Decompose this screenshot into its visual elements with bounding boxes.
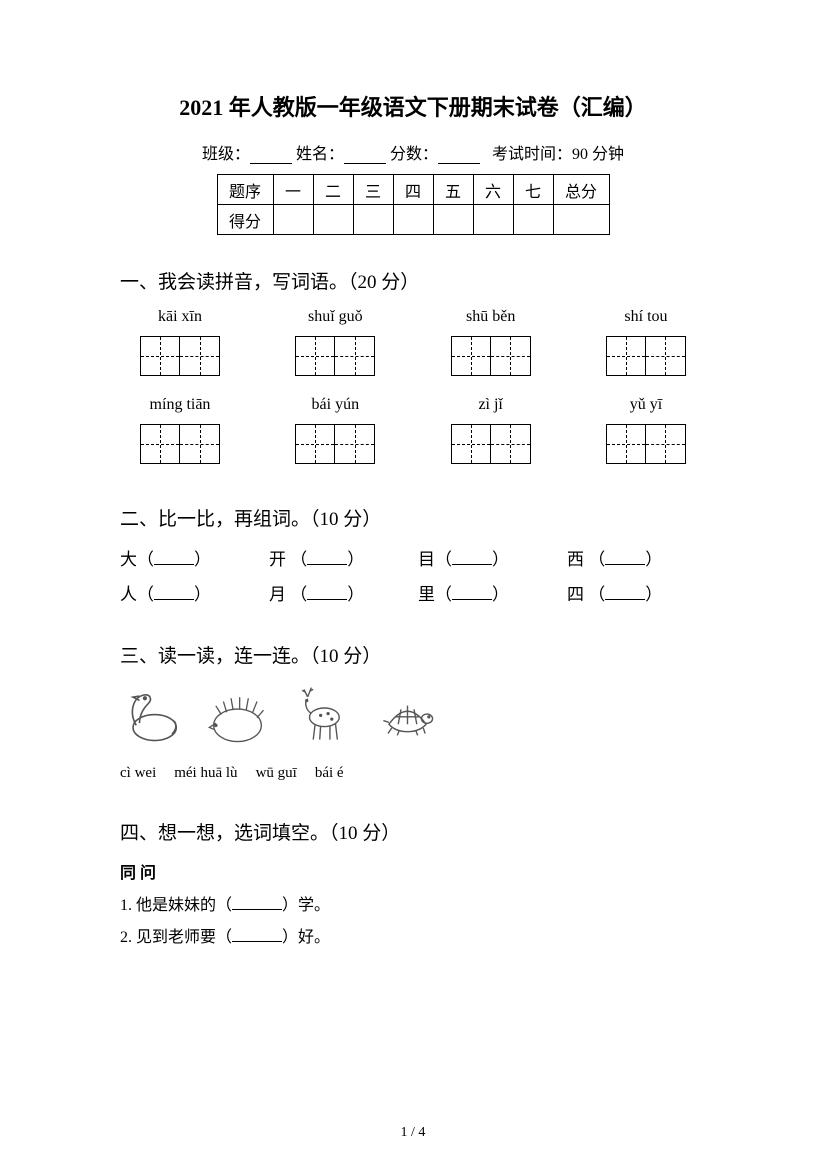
- section4-words: 同 问: [120, 859, 706, 883]
- animal-row: [120, 682, 706, 747]
- tianzige-box[interactable]: [491, 336, 531, 376]
- s2-item: 四 （）: [567, 580, 706, 605]
- meta-line: 班级： 姓名： 分数： 考试时间：90 分钟: [120, 140, 706, 164]
- answer-label: méi huā lù: [174, 765, 237, 782]
- s2-item: 开 （）: [269, 545, 408, 570]
- pinyin-label: bái yún: [275, 396, 395, 414]
- s2-item: 目（）: [418, 545, 557, 570]
- tianzige-box[interactable]: [140, 336, 180, 376]
- pinyin-label: míng tiān: [120, 396, 240, 414]
- s4-blank[interactable]: [232, 909, 282, 910]
- pinyin-label: shuǐ guǒ: [275, 308, 395, 326]
- name-blank[interactable]: [344, 148, 386, 164]
- section4-title: 四、想一想，选词填空。（10 分）: [120, 818, 706, 845]
- s4-blank[interactable]: [232, 941, 282, 942]
- deer-icon: [290, 682, 355, 747]
- section2-title: 二、比一比，再组词。（10 分）: [120, 504, 706, 531]
- s2-item: 月 （）: [269, 580, 408, 605]
- col-4: 四: [393, 175, 433, 205]
- tianzige-box[interactable]: [140, 424, 180, 464]
- tianzige-box[interactable]: [646, 424, 686, 464]
- pinyin-row-2-boxes: [120, 424, 706, 464]
- class-blank[interactable]: [250, 148, 292, 164]
- hedgehog-icon: [205, 682, 270, 747]
- score-cell[interactable]: [353, 205, 393, 235]
- tianzige-box[interactable]: [491, 424, 531, 464]
- section3-title: 三、读一读，连一连。（10 分）: [120, 641, 706, 668]
- s2-blank[interactable]: [154, 564, 194, 565]
- pinyin-label: kāi xīn: [120, 308, 240, 326]
- answer-label: cì wei: [120, 765, 156, 782]
- goose-icon: [120, 682, 185, 747]
- tianzige-box[interactable]: [646, 336, 686, 376]
- pinyin-answers: cì wei méi huā lù wū guī bái é: [120, 765, 706, 782]
- col-7: 七: [513, 175, 553, 205]
- page-title: 2021 年人教版一年级语文下册期末试卷（汇编）: [120, 90, 706, 122]
- col-1: 一: [273, 175, 313, 205]
- name-label: 姓名：: [296, 146, 344, 163]
- page-number: 1 / 4: [0, 1125, 826, 1141]
- tianzige-box[interactable]: [606, 424, 646, 464]
- s2-blank[interactable]: [452, 564, 492, 565]
- tianzige-box[interactable]: [295, 424, 335, 464]
- col-3: 三: [353, 175, 393, 205]
- s2-item: 大（）: [120, 545, 259, 570]
- time-label: 考试时间：90 分钟: [492, 146, 624, 163]
- tianzige-box[interactable]: [180, 424, 220, 464]
- section4-line1: 1. 他是妹妹的（）学。: [120, 891, 706, 915]
- score-cell[interactable]: [273, 205, 313, 235]
- answer-label: bái é: [315, 765, 344, 782]
- s2-blank[interactable]: [307, 599, 347, 600]
- s2-blank[interactable]: [605, 599, 645, 600]
- tianzige-box[interactable]: [295, 336, 335, 376]
- score-label: 分数：: [390, 146, 438, 163]
- row-score: 得分: [217, 205, 273, 235]
- pinyin-label: shū běn: [431, 308, 551, 326]
- pinyin-row-2-labels: míng tiān bái yún zì jǐ yǔ yī: [120, 396, 706, 420]
- score-cell[interactable]: [313, 205, 353, 235]
- pinyin-row-1-boxes: [120, 336, 706, 376]
- tianzige-box[interactable]: [606, 336, 646, 376]
- section4-line2: 2. 见到老师要（）好。: [120, 923, 706, 947]
- section2-grid: 大（） 开 （） 目（） 西 （） 人（） 月 （） 里（） 四 （）: [120, 545, 706, 605]
- tianzige-box[interactable]: [335, 424, 375, 464]
- col-5: 五: [433, 175, 473, 205]
- answer-label: wū guī: [256, 765, 297, 782]
- tianzige-box[interactable]: [451, 336, 491, 376]
- score-blank[interactable]: [438, 148, 480, 164]
- score-cell[interactable]: [553, 205, 609, 235]
- pinyin-label: yǔ yī: [586, 396, 706, 414]
- s2-item: 西 （）: [567, 545, 706, 570]
- row-header: 题序: [217, 175, 273, 205]
- class-label: 班级：: [202, 146, 250, 163]
- score-cell[interactable]: [473, 205, 513, 235]
- pinyin-row-1-labels: kāi xīn shuǐ guǒ shū běn shí tou: [120, 308, 706, 332]
- col-2: 二: [313, 175, 353, 205]
- pinyin-label: shí tou: [586, 308, 706, 326]
- s2-blank[interactable]: [154, 599, 194, 600]
- col-6: 六: [473, 175, 513, 205]
- pinyin-label: zì jǐ: [431, 396, 551, 414]
- s2-blank[interactable]: [605, 564, 645, 565]
- score-cell[interactable]: [513, 205, 553, 235]
- col-total: 总分: [553, 175, 609, 205]
- tianzige-box[interactable]: [180, 336, 220, 376]
- turtle-icon: [375, 682, 440, 747]
- tianzige-box[interactable]: [451, 424, 491, 464]
- s2-item: 里（）: [418, 580, 557, 605]
- s2-item: 人（）: [120, 580, 259, 605]
- score-cell[interactable]: [433, 205, 473, 235]
- tianzige-box[interactable]: [335, 336, 375, 376]
- score-cell[interactable]: [393, 205, 433, 235]
- score-table: 题序 一 二 三 四 五 六 七 总分 得分: [217, 174, 610, 235]
- s2-blank[interactable]: [452, 599, 492, 600]
- s2-blank[interactable]: [307, 564, 347, 565]
- section1-title: 一、我会读拼音，写词语。（20 分）: [120, 267, 706, 294]
